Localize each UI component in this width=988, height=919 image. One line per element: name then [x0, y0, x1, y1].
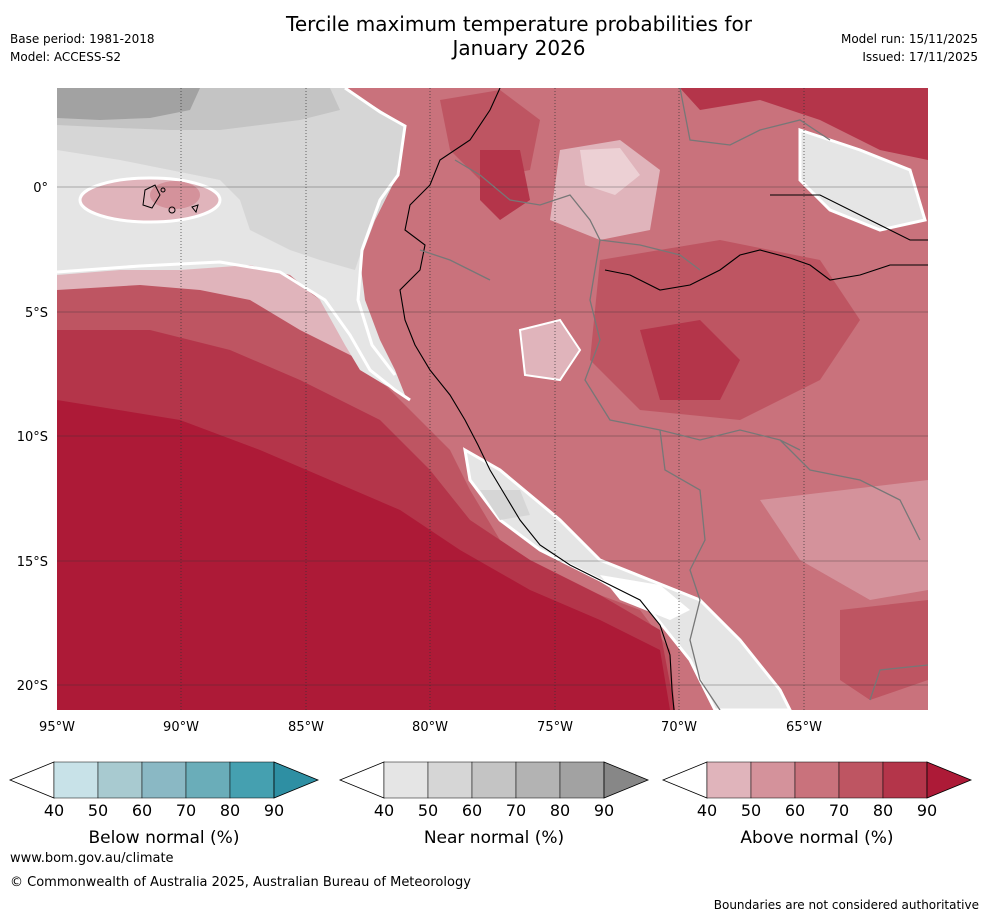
country-borders — [419, 88, 928, 710]
colorbar-segment — [53, 761, 99, 799]
model-run: Model run: 15/11/2025 — [840, 32, 978, 46]
above-normal-50-east — [760, 480, 928, 600]
colorbar-tick-label: 50 — [88, 801, 108, 820]
legends: 40 50 60 70 80 90 Below normal (%) 40 50 60 70 80 90… — [8, 761, 973, 848]
colorbar-tick-label: 60 — [462, 801, 482, 820]
colorbar-tick-label: 70 — [176, 801, 196, 820]
low-probability-coast — [600, 575, 690, 620]
meta-left: Base period: 1981-2018 Model: ACCESS-S2 — [10, 30, 155, 66]
lat-label: 15°S — [17, 555, 48, 570]
axis-labels: 95°W 90°W 85°W 80°W 75°W 70°W 65°W 0° 5°… — [17, 181, 822, 735]
colorbar-tick-label: 90 — [917, 801, 937, 820]
colorbar-tick-label: 40 — [374, 801, 394, 820]
colorbar-title: Above normal (%) — [740, 828, 893, 848]
boundary-line-north — [344, 88, 407, 376]
near-normal-60-zone — [57, 88, 405, 270]
colorbar-high-extension — [603, 761, 650, 799]
base-period: Base period: 1981-2018 — [10, 32, 155, 46]
lon-label: 90°W — [163, 720, 199, 735]
lon-label: 70°W — [661, 720, 697, 735]
colorbar-low-extension — [8, 761, 55, 799]
colorbar-tick-label: 40 — [44, 801, 64, 820]
colorbar-tick-label: 80 — [220, 801, 240, 820]
colorbar-segment — [882, 761, 928, 799]
lat-label: 20°S — [17, 679, 48, 694]
colorbar-tick-label: 90 — [264, 801, 284, 820]
colorbar-segment — [229, 761, 275, 799]
rivers — [604, 194, 928, 291]
colorbar-segment — [185, 761, 231, 799]
colorbar-segment — [706, 761, 752, 799]
near-normal-inland — [798, 127, 927, 232]
above-normal-inland-light — [580, 148, 640, 195]
colorbar-segment — [471, 761, 517, 799]
galapagos-anomaly-core — [150, 181, 200, 209]
above-normal-40-band — [57, 258, 360, 360]
colorbar-tick-label: 40 — [697, 801, 717, 820]
colorbar-tick-label: 50 — [741, 801, 761, 820]
title-line-2: January 2026 — [452, 36, 586, 60]
footer-disclaimer: Boundaries are not considered authoritat… — [713, 898, 979, 912]
colorbar-segment — [750, 761, 796, 799]
meta-right: Model run: 15/11/2025 Issued: 17/11/2025 — [841, 30, 978, 66]
colorbar-segment — [97, 761, 143, 799]
near-normal-coast-core — [480, 490, 530, 520]
andes-light-patch — [518, 318, 582, 382]
lon-label: 80°W — [412, 720, 448, 735]
colorbar-low-extension — [338, 761, 385, 799]
map-title: Tercile maximum temperature probabilitie… — [244, 12, 794, 60]
colorbar-high-extension — [926, 761, 973, 799]
footer-url: www.bom.gov.au/climate — [10, 851, 174, 866]
colorbar-segment — [559, 761, 605, 799]
colorbar-title: Near normal (%) — [424, 828, 564, 848]
colorbar-segment — [838, 761, 884, 799]
colorbar-tick-label: 80 — [873, 801, 893, 820]
colorbar-2: 40 50 60 70 80 90 Near normal (%) — [338, 761, 650, 848]
lon-label: 95°W — [39, 720, 75, 735]
lat-label: 5°S — [25, 306, 48, 321]
issued-date: Issued: 17/11/2025 — [862, 50, 978, 64]
colorbar-tick-label: 90 — [594, 801, 614, 820]
above-normal-70-southeast — [840, 600, 928, 700]
colorbar-segment — [141, 761, 187, 799]
boundary-line — [57, 260, 411, 402]
colorbar-segment — [515, 761, 561, 799]
colorbar-segment — [794, 761, 840, 799]
lat-label: 0° — [33, 181, 48, 196]
lon-label: 85°W — [288, 720, 324, 735]
above-normal-80-north — [680, 88, 928, 160]
colorbar-low-extension — [661, 761, 708, 799]
lon-label: 75°W — [537, 720, 573, 735]
colorbar-tick-label: 60 — [132, 801, 152, 820]
colorbar-segment — [427, 761, 473, 799]
colorbar-tick-label: 60 — [785, 801, 805, 820]
map-area — [57, 88, 928, 710]
colorbar-tick-label: 80 — [550, 801, 570, 820]
colorbar-segment — [383, 761, 429, 799]
above-normal-80-inland — [480, 150, 530, 220]
colorbar-tick-label: 50 — [418, 801, 438, 820]
near-normal-80-zone — [57, 88, 200, 120]
colorbar-tick-label: 70 — [506, 801, 526, 820]
galapagos-anomaly — [78, 176, 222, 224]
lat-label: 10°S — [17, 430, 48, 445]
model-name: Model: ACCESS-S2 — [10, 50, 122, 64]
galapagos-islands — [142, 184, 199, 214]
above-normal-80-amazon — [640, 320, 740, 400]
colorbar-high-extension — [273, 761, 320, 799]
parallel-gridlines — [57, 186, 928, 686]
above-normal-90-ocean — [57, 400, 670, 710]
title-line-1: Tercile maximum temperature probabilitie… — [286, 12, 752, 36]
coastline — [399, 88, 675, 710]
colorbar-1: 40 50 60 70 80 90 Below normal (%) — [8, 761, 320, 848]
colorbar-title: Below normal (%) — [89, 828, 240, 848]
colorbar-3: 40 50 60 70 80 90 Above normal (%) — [661, 761, 973, 848]
footer-copyright: © Commonwealth of Australia 2025, Austra… — [10, 875, 471, 890]
lon-label: 65°W — [786, 720, 822, 735]
colorbar-tick-label: 70 — [829, 801, 849, 820]
